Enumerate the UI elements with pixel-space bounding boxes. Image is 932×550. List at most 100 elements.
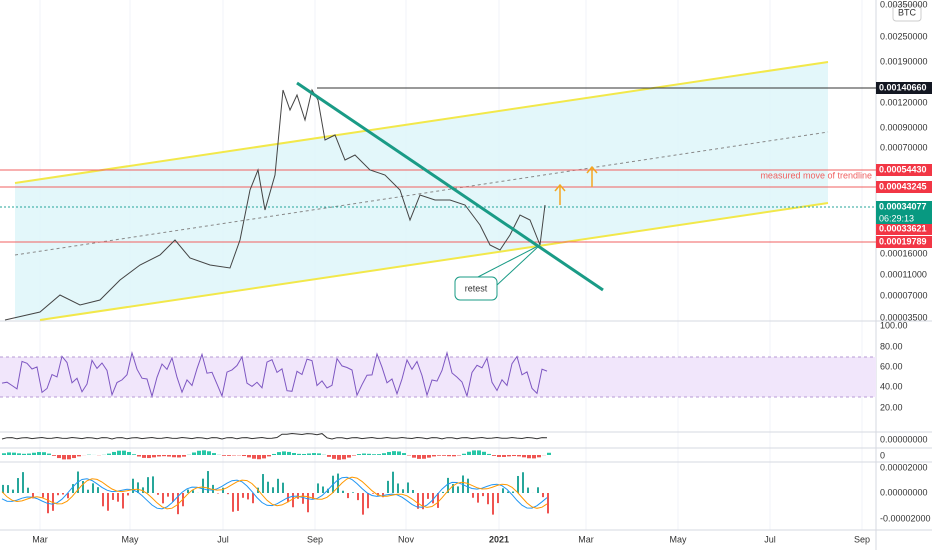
macd-bar xyxy=(372,493,374,494)
hist-bar xyxy=(367,453,371,455)
macd-bar xyxy=(467,478,469,493)
hist-bar xyxy=(127,451,131,455)
hist-bar xyxy=(282,451,286,455)
time-label: 2021 xyxy=(489,534,509,544)
macd-bar xyxy=(202,478,204,493)
hist-bar xyxy=(517,455,521,457)
hist-bar xyxy=(47,453,51,455)
axis-label: 0.00000000 xyxy=(880,434,928,444)
macd-bar xyxy=(292,493,294,508)
hist-bar xyxy=(547,452,551,455)
macd-bar xyxy=(92,483,94,493)
hist-bar xyxy=(107,453,111,455)
macd-bar xyxy=(282,482,284,493)
hist-bar xyxy=(77,455,81,457)
axis-label: 0.00070000 xyxy=(880,142,928,152)
hist-bar xyxy=(427,455,431,458)
macd-bar xyxy=(437,493,439,508)
macd-bar xyxy=(262,474,264,493)
hist-bar xyxy=(522,455,526,458)
hist-bar xyxy=(332,455,336,459)
hist-bar xyxy=(412,455,416,458)
currency-badge[interactable] xyxy=(892,4,922,22)
hist-bar xyxy=(352,455,356,456)
macd-bar xyxy=(357,493,359,501)
hist-bar xyxy=(227,455,231,456)
callout-line xyxy=(496,244,541,286)
macd-bar xyxy=(62,493,64,495)
hist-bar xyxy=(417,455,421,459)
time-label: May xyxy=(669,534,687,544)
axis-label: 0.00190000 xyxy=(880,56,928,66)
macd-bar xyxy=(87,489,89,493)
time-label: Mar xyxy=(32,534,48,544)
hist-bar xyxy=(442,455,446,456)
axis-label: -0.00002000 xyxy=(880,513,931,523)
axis-label: 100.00 xyxy=(880,320,908,330)
axis-label: 0.00002000 xyxy=(880,462,928,472)
axis-label: 0.00016000 xyxy=(880,248,928,258)
hist-bar xyxy=(52,455,56,456)
hist-bar xyxy=(37,452,41,455)
macd-bar xyxy=(277,478,279,493)
hist-bar xyxy=(157,455,161,457)
hist-bar xyxy=(532,455,536,459)
macd-bar xyxy=(302,493,304,504)
hist-bar xyxy=(392,451,396,455)
hist-bar xyxy=(327,455,331,457)
hist-bar xyxy=(7,452,11,455)
hist-bar xyxy=(112,451,116,455)
currency-label[interactable]: BTC xyxy=(898,7,917,17)
hist-bar xyxy=(437,455,441,456)
price-tag xyxy=(876,82,932,94)
hist-bar xyxy=(142,455,146,458)
macd-bar xyxy=(322,486,324,493)
macd-bar xyxy=(12,489,14,493)
hist-bar xyxy=(297,453,301,455)
hist-bar xyxy=(317,453,321,455)
axis-label: 60.00 xyxy=(880,361,903,371)
macd-bar xyxy=(152,476,154,493)
hist-bar xyxy=(197,450,201,455)
macd-bar xyxy=(112,493,114,500)
time-label: May xyxy=(121,534,139,544)
hist-bar xyxy=(467,451,471,455)
hist-bar xyxy=(202,450,206,455)
macd-bar xyxy=(132,478,134,493)
axis-label: 40.00 xyxy=(880,381,903,391)
hist-bar xyxy=(252,455,256,459)
macd-bar xyxy=(117,493,119,502)
hist-bar xyxy=(192,452,196,455)
macd-bar xyxy=(67,493,69,499)
macd-bar xyxy=(452,484,454,493)
hist-bar xyxy=(372,454,376,455)
price-tag-label: 0.00140660 xyxy=(879,82,927,92)
price-tag xyxy=(876,223,932,235)
macd-bar xyxy=(502,488,504,493)
hist-bar xyxy=(422,455,426,459)
macd-bar xyxy=(392,471,394,493)
hist-bar xyxy=(152,455,156,458)
macd-bar xyxy=(352,492,354,493)
hist-bar xyxy=(137,455,141,457)
signal-line xyxy=(1,476,548,510)
hist-bar xyxy=(452,455,456,457)
hist-bar xyxy=(117,450,121,455)
macd-bar xyxy=(72,484,74,493)
hist-bar xyxy=(147,455,151,459)
macd-bar xyxy=(487,493,489,505)
macd-bar xyxy=(312,493,314,500)
hist-bar xyxy=(292,453,296,455)
macd-bar xyxy=(522,472,524,493)
hist-bar xyxy=(312,453,316,455)
hist-bar xyxy=(487,453,491,455)
hist-bar xyxy=(432,455,436,457)
histogram xyxy=(2,450,551,460)
macd-bar xyxy=(497,493,499,504)
hist-bar xyxy=(32,452,36,455)
macd-bar xyxy=(412,489,414,493)
measured-move-label: measured move of trendline xyxy=(760,170,872,180)
macd-bar xyxy=(17,478,19,493)
macd-bar xyxy=(337,473,339,493)
hist-bar xyxy=(42,452,46,455)
